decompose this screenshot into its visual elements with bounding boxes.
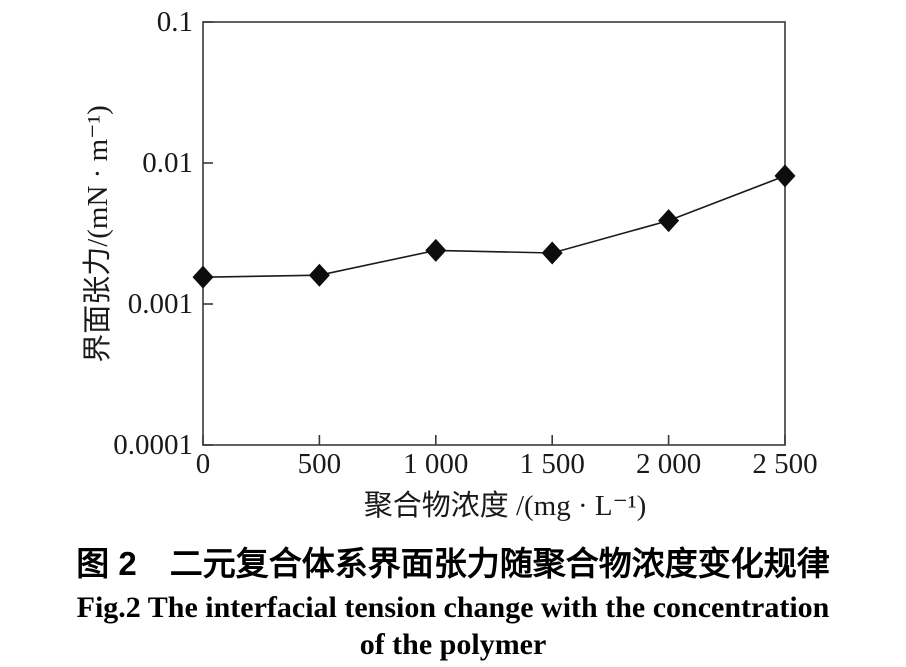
- plot-border: [202, 21, 786, 446]
- data-line: [202, 175, 786, 278]
- x-axis-title: 聚合物浓度 /(mg · L⁻¹): [363, 490, 647, 522]
- x-tick-label: 0: [195, 448, 211, 480]
- x-tick-label: 2 500: [752, 448, 818, 480]
- x-tick-label: 500: [297, 448, 342, 480]
- y-tick-label: 0.001: [127, 288, 193, 320]
- data-point-marker: [658, 209, 680, 233]
- y-tick-label: 0.01: [142, 147, 193, 179]
- x-tick-label: 1 000: [403, 448, 469, 480]
- data-point-marker: [308, 263, 330, 287]
- data-point-marker: [541, 241, 563, 265]
- x-tick-label: 2 000: [635, 448, 702, 480]
- y-axis-title: 界面张力/(mN · m⁻¹): [82, 105, 114, 363]
- plot-area: [192, 21, 796, 446]
- data-point-marker: [425, 238, 447, 262]
- figure-caption-english: Fig.2 The interfacial tension change wit…: [76, 591, 830, 661]
- y-tick-label: 0.1: [156, 6, 193, 38]
- data-point-marker: [774, 164, 796, 188]
- data-point-marker: [192, 265, 214, 289]
- y-tick-label: 0.0001: [113, 429, 193, 461]
- x-tick-label: 1 500: [519, 448, 585, 480]
- figure-caption-chinese: 图 2 二元复合体系界面张力随聚合物浓度变化规律: [76, 545, 830, 582]
